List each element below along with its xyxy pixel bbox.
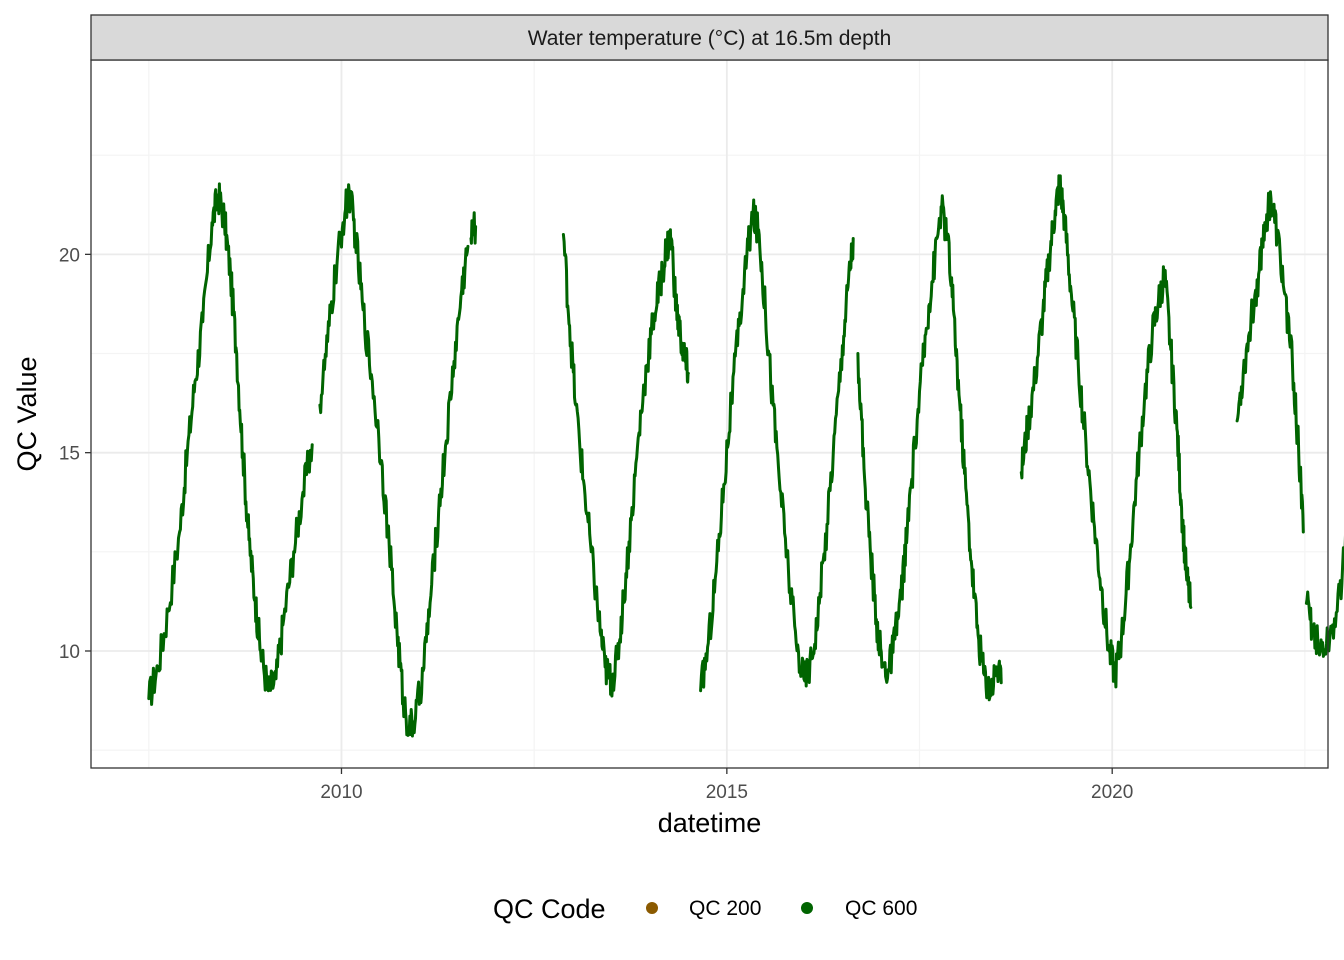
series-segment xyxy=(1019,174,1193,689)
series-layer xyxy=(147,174,1344,738)
legend-label-qc-200: QC 200 xyxy=(689,897,761,920)
series-segment xyxy=(1304,535,1344,658)
facet-title: Water temperature (°C) at 16.5m depth xyxy=(528,27,892,50)
legend-title: QC Code xyxy=(493,894,606,924)
legend-key-qc-600 xyxy=(801,902,813,914)
series-segment xyxy=(469,211,478,245)
series-segment xyxy=(561,228,690,698)
facet-strip: Water temperature (°C) at 16.5m depth xyxy=(90,14,1329,61)
facet-strip-background xyxy=(90,14,1329,61)
series-segment xyxy=(856,194,1003,702)
legend: QC Code QC 200 QC 600 xyxy=(493,894,917,924)
series-segment xyxy=(147,182,314,706)
x-axis: 2010 2015 2020 xyxy=(320,768,1133,803)
x-tick-label: 2010 xyxy=(320,782,362,803)
series-segment xyxy=(1235,190,1305,534)
series-segment xyxy=(318,183,470,738)
y-axis: 10 15 20 xyxy=(59,245,91,663)
y-axis-title: QC Value xyxy=(12,356,42,471)
y-tick-label: 10 xyxy=(59,642,80,663)
x-tick-label: 2020 xyxy=(1091,782,1133,803)
x-axis-title: datetime xyxy=(658,808,762,838)
series-qc-600 xyxy=(147,174,1344,738)
x-tick-label: 2015 xyxy=(706,782,748,803)
series-segment xyxy=(699,198,855,693)
plot-panel xyxy=(90,59,1344,769)
legend-key-qc-200 xyxy=(646,902,658,914)
grid-minor xyxy=(91,60,1328,768)
y-tick-label: 15 xyxy=(59,444,80,465)
legend-label-qc-600: QC 600 xyxy=(845,897,917,920)
y-tick-label: 20 xyxy=(59,245,80,266)
